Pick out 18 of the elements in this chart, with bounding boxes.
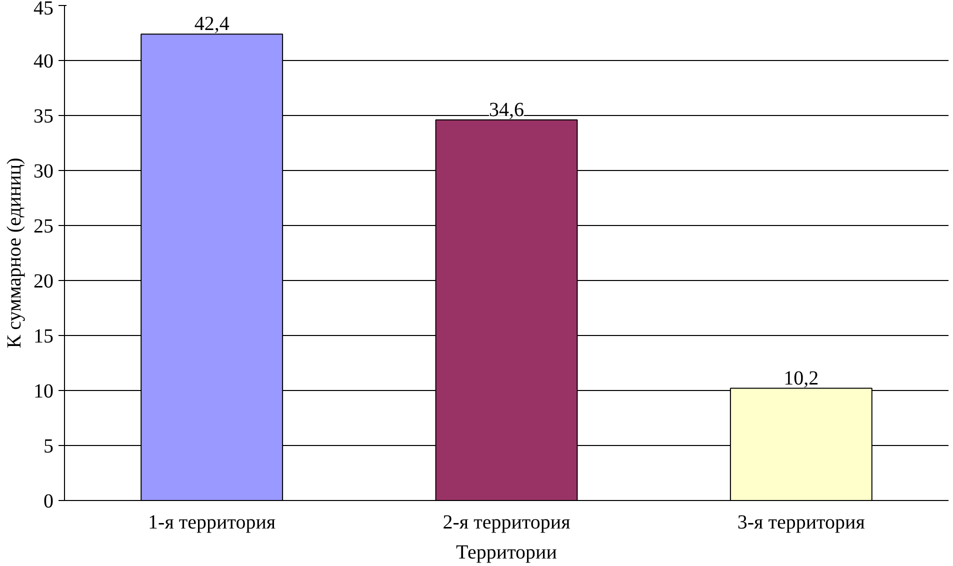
y-tick-label: 35 — [34, 106, 54, 128]
data-label: 42,4 — [194, 13, 230, 36]
y-tick-label: 15 — [34, 326, 54, 348]
y-tick-label: 5 — [44, 436, 54, 458]
y-tick-label: 45 — [34, 0, 54, 20]
y-tick-label: 20 — [34, 270, 54, 292]
x-tick-label: 1-я территория — [148, 512, 276, 534]
x-tick-label: 2-я территория — [442, 512, 570, 534]
x-axis-title: Территории — [456, 542, 558, 564]
y-tick-label: 40 — [34, 50, 54, 72]
y-tick-label: 0 — [44, 490, 54, 512]
y-axis-title: К суммарное (единиц) — [4, 158, 26, 348]
data-label: 10,2 — [784, 367, 819, 390]
y-tick-label: 30 — [34, 160, 54, 182]
y-tick-label: 10 — [34, 380, 54, 402]
x-tick-label: 3-я территория — [737, 512, 865, 534]
y-tick-label: 25 — [34, 216, 54, 238]
data-label: 34,6 — [489, 98, 524, 121]
